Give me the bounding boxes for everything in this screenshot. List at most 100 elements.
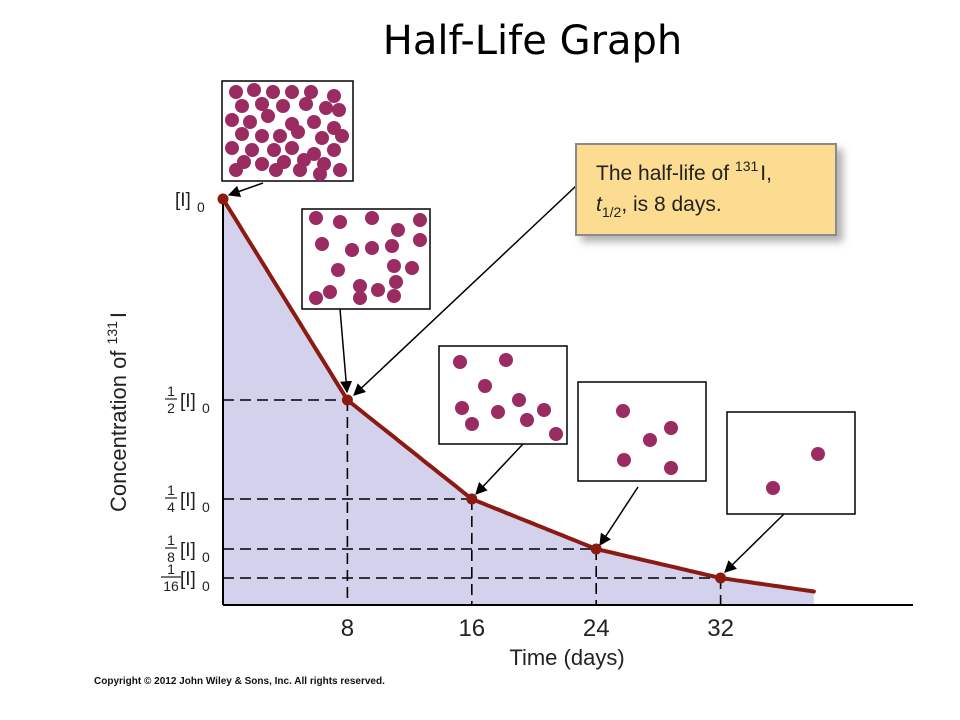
particle bbox=[229, 163, 243, 177]
particle bbox=[267, 143, 281, 157]
particle bbox=[549, 427, 563, 441]
callout-box bbox=[575, 143, 837, 236]
particle bbox=[353, 279, 367, 293]
data-points bbox=[217, 193, 727, 584]
page-title: Half-Life Graph bbox=[382, 18, 683, 64]
particle bbox=[307, 115, 321, 129]
x-tick-label-8: 8 bbox=[341, 615, 354, 642]
data-point-3 bbox=[590, 543, 602, 555]
x-axis-label: Time (days) bbox=[509, 645, 624, 670]
particle bbox=[245, 143, 259, 157]
particle bbox=[323, 285, 337, 299]
pointer-arrow-1 bbox=[339, 308, 353, 394]
sample-box-4 bbox=[726, 411, 856, 515]
particle bbox=[365, 211, 379, 225]
callout-line-1: The half-life of 131I, bbox=[596, 158, 772, 185]
particle bbox=[255, 129, 269, 143]
particle bbox=[319, 101, 333, 115]
particle bbox=[309, 211, 323, 225]
y-tick-bracket: [I] bbox=[180, 490, 196, 511]
particle bbox=[225, 113, 239, 127]
particle bbox=[285, 141, 299, 155]
y-tick-label-0: [I] 0 bbox=[175, 190, 205, 215]
particle bbox=[345, 243, 359, 257]
particle bbox=[225, 141, 239, 155]
particle bbox=[537, 403, 551, 417]
y-tick-frac-num: 1 bbox=[167, 383, 175, 399]
y-tick-bracket: [I] bbox=[175, 190, 191, 211]
particle bbox=[389, 275, 403, 289]
data-point-4 bbox=[715, 572, 727, 584]
particle bbox=[664, 421, 678, 435]
copyright-notice: Copyright © 2012 John Wiley & Sons, Inc.… bbox=[94, 676, 385, 687]
y-tick-label-1: 12 [I] 0 bbox=[165, 383, 210, 416]
particle bbox=[766, 481, 780, 495]
pointer-arrow-3 bbox=[599, 486, 639, 547]
particle bbox=[266, 85, 280, 99]
pointer-arrow-4 bbox=[724, 513, 785, 573]
sample-boxes bbox=[221, 80, 856, 515]
particle bbox=[664, 461, 678, 475]
particle bbox=[255, 97, 269, 111]
particle bbox=[335, 129, 349, 143]
particle bbox=[235, 99, 249, 113]
y-tick-frac-den: 8 bbox=[167, 549, 175, 565]
y-tick-subscript: 0 bbox=[197, 199, 205, 215]
y-tick-bracket: [I] bbox=[180, 540, 196, 561]
particle bbox=[478, 379, 492, 393]
data-point-2 bbox=[466, 493, 478, 505]
y-tick-subscript: 0 bbox=[202, 549, 210, 565]
x-tick-label-16: 16 bbox=[458, 615, 485, 642]
particle bbox=[332, 103, 346, 117]
particle bbox=[309, 291, 323, 305]
sample-box-frame bbox=[726, 411, 856, 515]
particle bbox=[276, 99, 290, 113]
dashed-guide-lines bbox=[223, 399, 722, 605]
particle bbox=[617, 453, 631, 467]
y-tick-label-2: 14 [I] 0 bbox=[165, 482, 210, 515]
particle bbox=[293, 163, 307, 177]
pointer-arrow-0 bbox=[227, 182, 264, 198]
data-point-1 bbox=[341, 394, 353, 406]
particle bbox=[327, 89, 341, 103]
y-tick-frac-num: 1 bbox=[167, 532, 175, 548]
particle bbox=[371, 283, 385, 297]
pointer-arrow-2 bbox=[475, 443, 524, 495]
axes bbox=[222, 197, 913, 606]
y-tick-label-3: 18 [I] 0 bbox=[165, 532, 210, 565]
pointer-arrows bbox=[227, 182, 785, 573]
sample-box-0 bbox=[221, 80, 354, 182]
particle bbox=[391, 223, 405, 237]
particle bbox=[520, 413, 534, 427]
particle bbox=[811, 447, 825, 461]
particle bbox=[291, 125, 305, 139]
particle bbox=[313, 167, 327, 181]
y-tick-frac-den: 16 bbox=[163, 578, 179, 594]
sample-box-2 bbox=[438, 345, 568, 445]
particle bbox=[304, 85, 318, 99]
particle bbox=[491, 405, 505, 419]
half-life-callout: The half-life of 131I, t1/2, is 8 days. bbox=[575, 143, 837, 236]
y-tick-frac-num: 1 bbox=[167, 561, 175, 577]
particle bbox=[413, 233, 427, 247]
x-tick-label-32: 32 bbox=[707, 615, 734, 642]
particle bbox=[269, 163, 283, 177]
particle bbox=[616, 404, 630, 418]
particle bbox=[235, 127, 249, 141]
particle bbox=[333, 215, 347, 229]
particle bbox=[333, 163, 347, 177]
particle bbox=[512, 393, 526, 407]
area-under-curve bbox=[223, 199, 814, 605]
particle bbox=[273, 129, 287, 143]
particle bbox=[261, 109, 275, 123]
y-tick-bracket: [I] bbox=[180, 391, 196, 412]
sample-box-1 bbox=[301, 208, 431, 310]
area-fill bbox=[223, 199, 814, 605]
particle bbox=[365, 241, 379, 255]
particle bbox=[299, 97, 313, 111]
y-tick-frac-num: 1 bbox=[167, 482, 175, 498]
particle bbox=[243, 115, 257, 129]
y-tick-subscript: 0 bbox=[202, 400, 210, 416]
particle bbox=[643, 433, 657, 447]
